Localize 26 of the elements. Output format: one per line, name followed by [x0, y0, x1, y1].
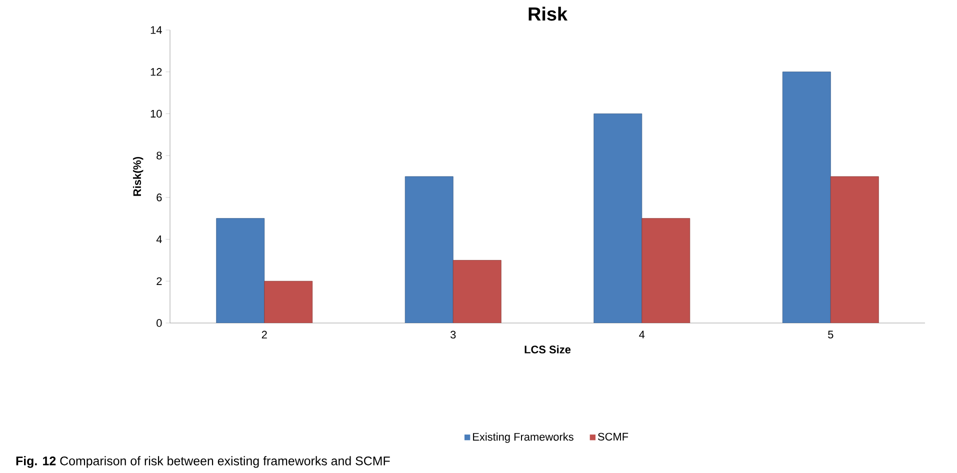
text: Fig. 12 Comparison of risk between existing frameworks and SCMF — [16, 456, 390, 468]
bar — [452, 260, 502, 323]
x-tick-label: 3 — [450, 330, 456, 339]
x-tick-label: 5 — [828, 330, 834, 338]
bar — [642, 218, 690, 323]
legend-label: Existing Frameworks — [473, 432, 574, 443]
y-tick-label: 6 — [156, 194, 162, 202]
bar — [404, 176, 454, 323]
legend-label: SCMF — [598, 432, 628, 441]
y-tick-label: 12 — [150, 68, 162, 76]
y-tick-label: 0 — [156, 319, 162, 327]
chart-title: Risk — [528, 6, 568, 21]
bar — [264, 280, 313, 323]
y-tick-label: 10 — [150, 110, 162, 118]
x-axis-title: LCS Size — [524, 345, 571, 354]
y-tick-label: 2 — [156, 277, 162, 285]
y-tick-label: 8 — [156, 152, 162, 160]
bar — [216, 218, 265, 323]
y-tick-label: 4 — [156, 236, 162, 244]
y-tick-label: 14 — [150, 26, 162, 34]
x-tick-label: 4 — [639, 330, 645, 338]
bar — [830, 176, 879, 323]
x-tick-label: 2 — [262, 330, 267, 338]
bar — [594, 114, 642, 323]
y-axis-title: Risk(%) — [132, 156, 144, 196]
bar — [782, 72, 831, 323]
